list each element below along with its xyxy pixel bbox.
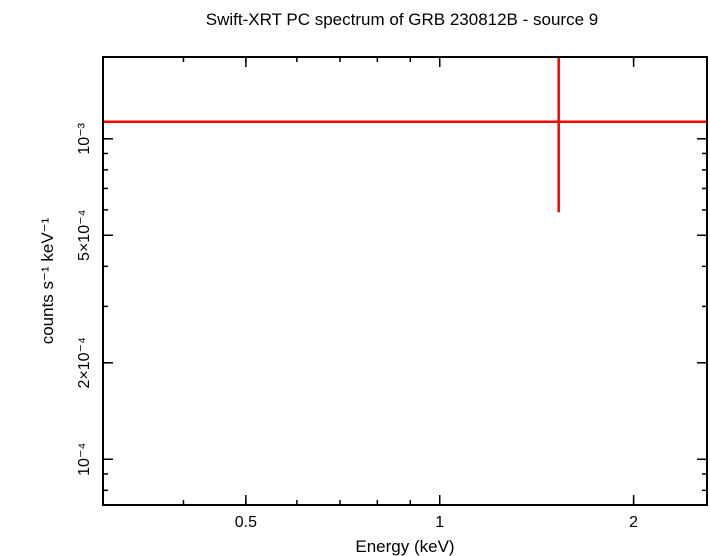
x-tick-label: 0.5 [235,514,257,531]
y-tick-label: 10⁻⁴ [76,443,93,476]
chart-title: Swift-XRT PC spectrum of GRB 230812B - s… [206,10,598,29]
y-tick-label: 5×10⁻⁴ [76,209,93,260]
y-tick-label: 10⁻³ [76,122,93,154]
y-axis-label: counts s⁻¹ keV⁻¹ [38,217,57,344]
x-tick-label: 1 [435,514,444,531]
x-axis-label: Energy (keV) [355,537,454,556]
x-tick-label: 2 [629,514,638,531]
data-marks [103,57,707,213]
y-tick-label: 2×10⁻⁴ [76,337,93,388]
axis-ticks: 0.5 1 2 10⁻⁴ 2×10⁻⁴ 5×10⁻⁴ 10⁻³ [76,57,707,531]
plot-frame [102,56,708,506]
